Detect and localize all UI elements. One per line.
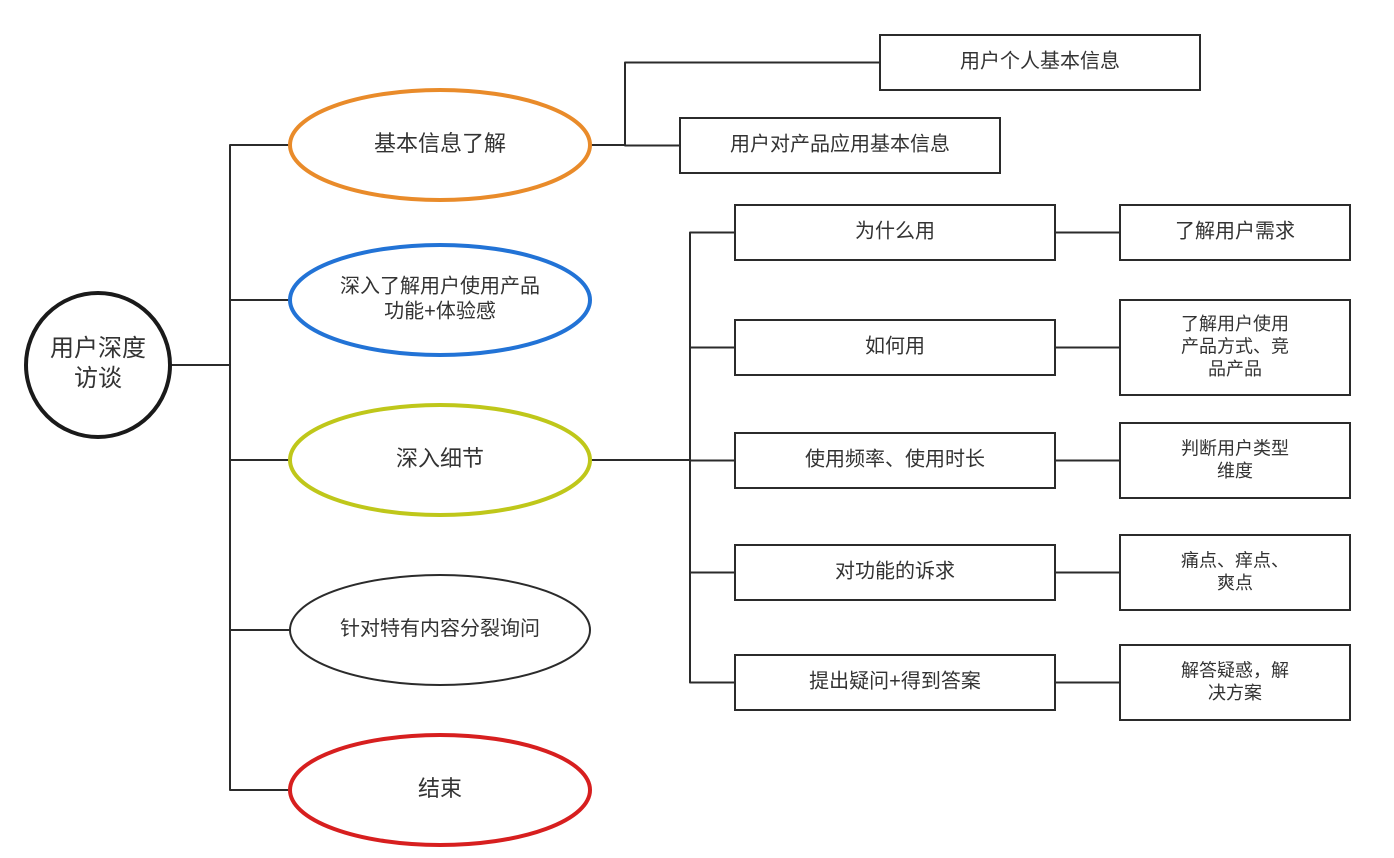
diagram-svg: 用户深度访谈基本信息了解深入了解用户使用产品功能+体验感深入细节针对特有内容分裂… xyxy=(0,0,1394,858)
edge xyxy=(590,348,735,461)
edge xyxy=(170,300,290,365)
edge xyxy=(590,460,735,573)
level2-basic-label: 基本信息了解 xyxy=(374,131,506,156)
detail-mid-dc1-label: 为什么用 xyxy=(855,220,935,243)
edge xyxy=(590,145,680,146)
detail-mid-dc2-label: 如何用 xyxy=(865,335,925,358)
edge xyxy=(590,460,735,683)
level2-split-ask-label: 针对特有内容分裂询问 xyxy=(340,617,540,640)
level2-end-label: 结束 xyxy=(418,776,462,801)
detail-mid-dc4-label: 对功能的诉求 xyxy=(835,560,955,583)
detail-right-dc1-label: 了解用户需求 xyxy=(1175,220,1295,243)
basic-child-basic-c1-label: 用户个人基本信息 xyxy=(960,50,1120,73)
basic-child-basic-c2-label: 用户对产品应用基本信息 xyxy=(730,133,950,156)
detail-mid-dc3-label: 使用频率、使用时长 xyxy=(805,448,985,471)
level2-deep-detail-label: 深入细节 xyxy=(396,446,484,471)
edge xyxy=(170,365,290,790)
edge xyxy=(590,233,735,461)
detail-mid-dc5-label: 提出疑问+得到答案 xyxy=(809,670,981,693)
